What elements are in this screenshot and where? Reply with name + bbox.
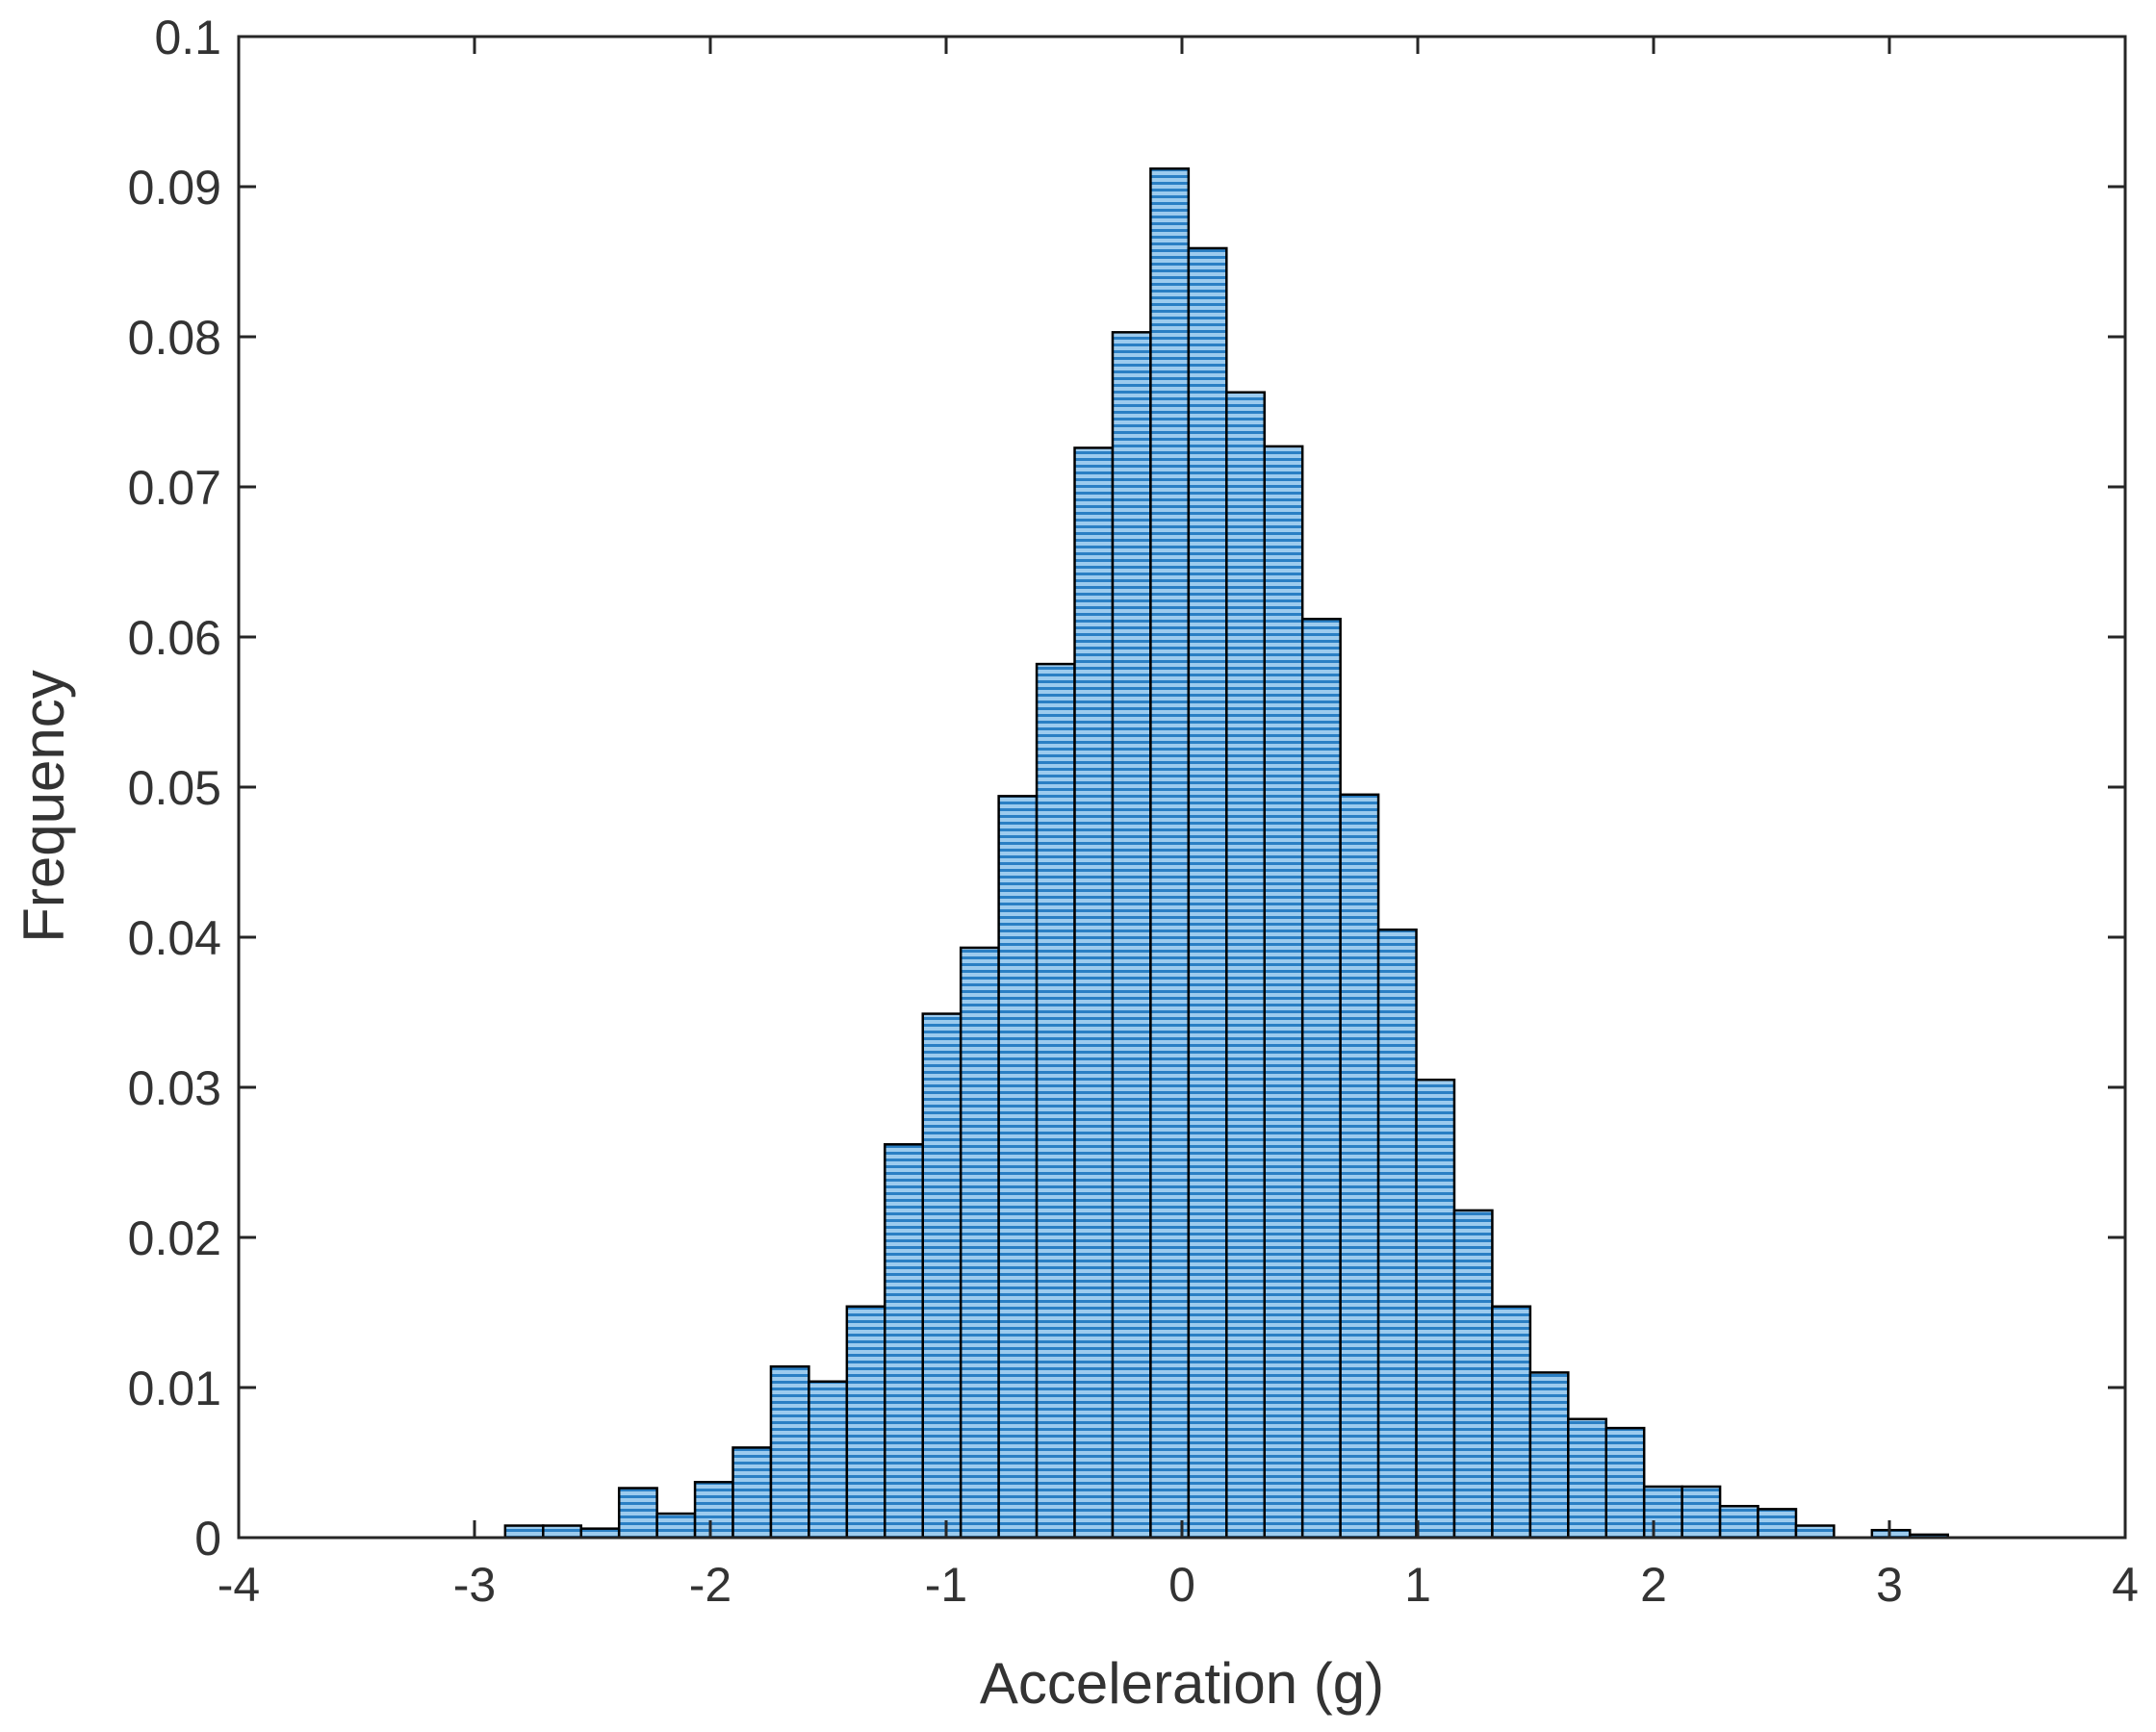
histogram-bar <box>542 1524 582 1540</box>
histogram-bar <box>1794 1524 1835 1540</box>
histogram-bar <box>1681 1485 1722 1540</box>
histogram-bar <box>1528 1371 1570 1540</box>
x-tick-label: -1 <box>925 1558 967 1612</box>
y-tick-label: 0.09 <box>128 161 221 215</box>
histogram-bar <box>997 795 1039 1540</box>
histogram-bar <box>921 1012 962 1540</box>
histogram-bar <box>1642 1485 1683 1540</box>
x-tick-label: 1 <box>1404 1558 1431 1612</box>
histogram-bar <box>1415 1078 1456 1540</box>
y-tick-label: 0.01 <box>128 1362 221 1415</box>
y-tick-label: 0.02 <box>128 1211 221 1265</box>
histogram-bar <box>503 1524 545 1540</box>
histogram-bar <box>1452 1209 1494 1540</box>
histogram-bar <box>1604 1426 1646 1540</box>
histogram-bar <box>1300 618 1342 1540</box>
histogram-bar <box>1149 167 1191 1540</box>
histogram-bar <box>1225 391 1267 1540</box>
histogram-bar <box>655 1512 697 1540</box>
y-tick-label: 0.07 <box>128 461 221 515</box>
histogram-bar <box>884 1143 924 1540</box>
bars-layer <box>503 167 1950 1540</box>
histogram-bar <box>845 1305 886 1540</box>
x-tick-label: -2 <box>689 1558 732 1612</box>
y-tick-labels: 0 0.01 0.02 0.03 0.04 0.05 0.06 0.07 0.08 0.09 0.1 <box>128 11 221 1566</box>
histogram-bar <box>1263 445 1304 1540</box>
histogram-bar <box>1718 1504 1759 1540</box>
x-axis-label: Acceleration (g) <box>980 1651 1384 1716</box>
histogram-bar <box>617 1487 658 1540</box>
ticks-layer <box>237 35 2127 1540</box>
histogram-bar <box>1073 446 1115 1540</box>
y-tick-label: 0 <box>194 1512 221 1566</box>
histogram-bar <box>1757 1508 1798 1540</box>
x-tick-label: -4 <box>218 1558 260 1612</box>
y-tick-label: 0.03 <box>128 1061 221 1115</box>
x-tick-label: 4 <box>2112 1558 2139 1612</box>
y-tick-label: 0.06 <box>128 611 221 665</box>
histogram-bar <box>1567 1417 1608 1540</box>
x-tick-label: 2 <box>1640 1558 1667 1612</box>
x-tick-labels: -4 -3 -2 -1 0 1 2 3 4 <box>218 1558 2139 1612</box>
y-axis-label: Frequency <box>12 670 76 942</box>
y-tick-label: 0.04 <box>128 911 221 965</box>
histogram-bar <box>1035 662 1076 1540</box>
y-tick-label: 0.1 <box>154 11 221 64</box>
histogram-bar <box>732 1446 773 1540</box>
histogram-bar <box>693 1481 734 1540</box>
x-tick-label: 0 <box>1168 1558 1195 1612</box>
histogram-bar <box>1187 246 1228 1540</box>
y-tick-label: 0.05 <box>128 761 221 815</box>
y-tick-label: 0.08 <box>128 311 221 365</box>
histogram-bar <box>808 1380 849 1540</box>
histogram-bar <box>1491 1305 1532 1540</box>
x-tick-label: -3 <box>453 1558 496 1612</box>
histogram-bar <box>959 946 1000 1540</box>
histogram-bar <box>769 1364 810 1540</box>
x-tick-label: 3 <box>1876 1558 1903 1612</box>
histogram-bar <box>1376 928 1418 1540</box>
histogram-bar <box>1339 793 1380 1540</box>
histogram-bar <box>1111 331 1152 1540</box>
